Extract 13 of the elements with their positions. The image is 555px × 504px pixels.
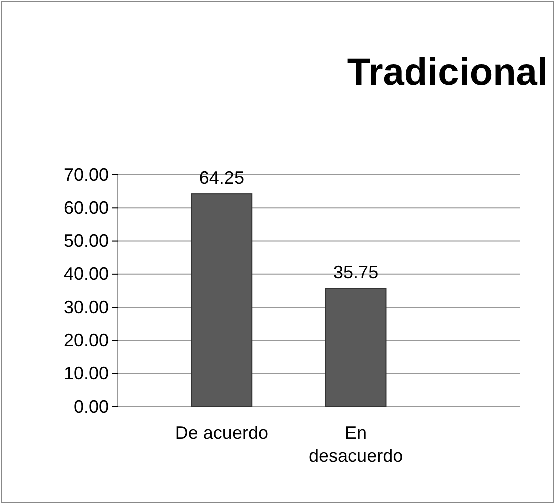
y-tick-label: 20.00 [64, 330, 109, 350]
x-tick-label: En desacuerdo [309, 422, 404, 466]
y-tick-label: 50.00 [64, 231, 109, 252]
y-tick-label: 10.00 [64, 364, 109, 384]
chart-title: Tradicional [347, 52, 548, 94]
y-tick-label: 60.00 [64, 198, 109, 218]
y-tick-label: 70.00 [64, 164, 109, 185]
y-tick-label: 0.00 [74, 396, 109, 417]
data-label: 64.25 [199, 168, 244, 188]
y-tick-label: 30.00 [64, 297, 109, 318]
x-tick-label: De acuerdo [175, 422, 268, 443]
y-tick-label: 40.00 [64, 264, 109, 284]
data-label: 35.75 [334, 262, 379, 283]
